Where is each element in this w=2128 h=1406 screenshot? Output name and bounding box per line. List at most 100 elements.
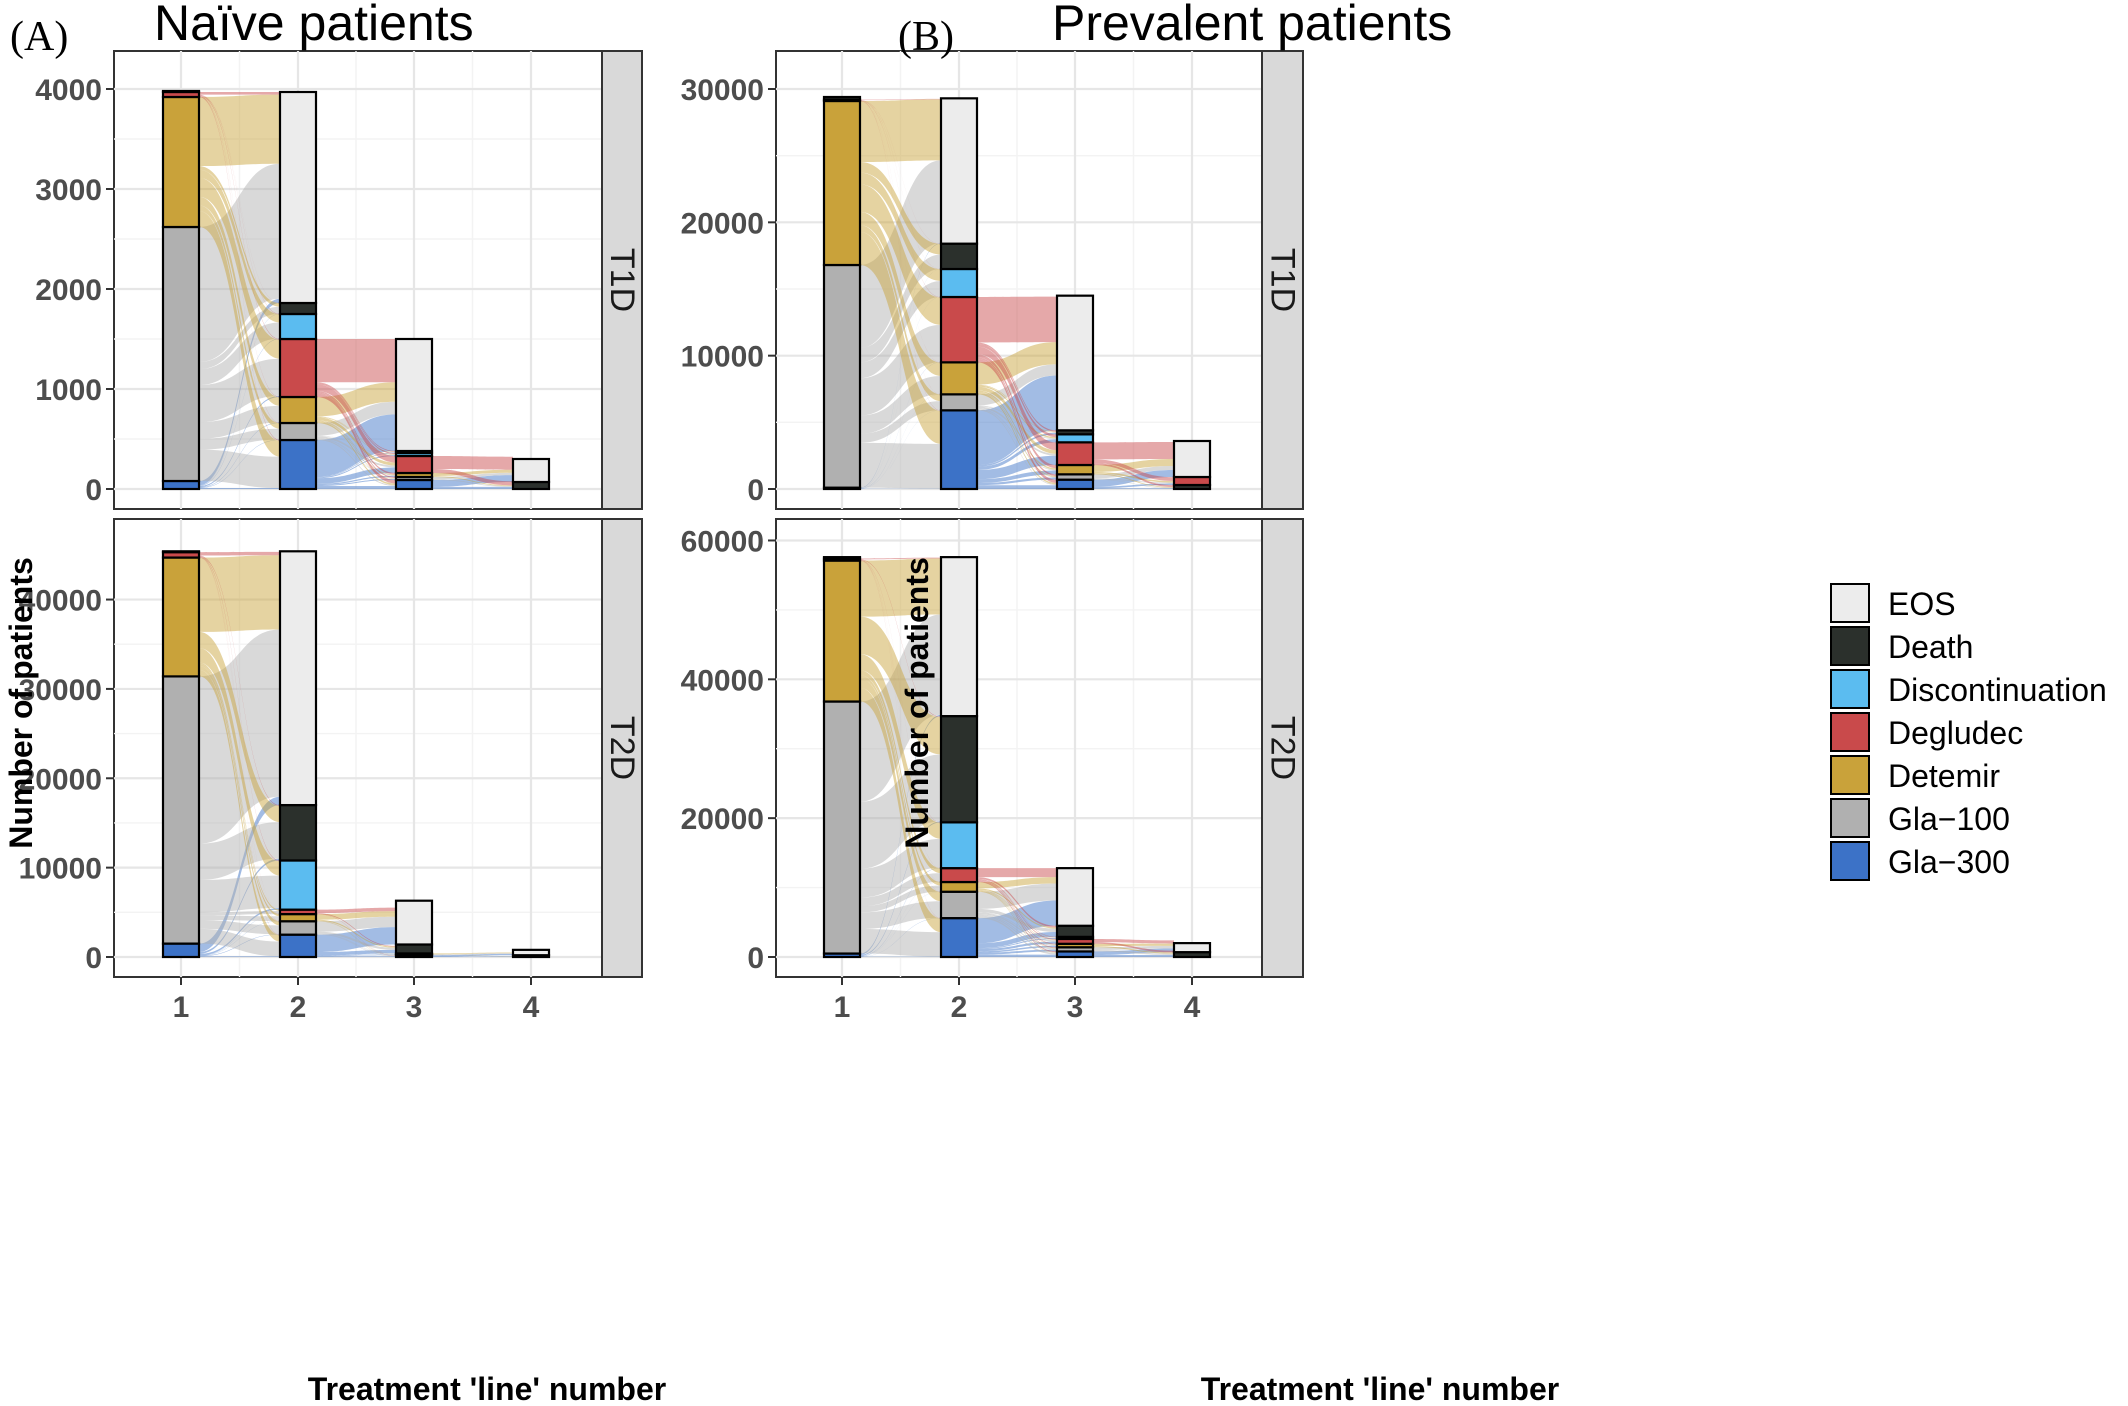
flow-degludec-to-detemir — [977, 879, 1057, 945]
flow-detemir-to-gla-100 — [316, 920, 396, 955]
flow-gla-300-to-discontinuation — [199, 338, 280, 486]
flow-detemir-to-eos — [316, 382, 396, 417]
flow-degludec-to-gla-100 — [977, 880, 1057, 948]
flow-detemir-to-detemir — [977, 890, 1057, 945]
legend-swatch — [1830, 669, 1870, 709]
flow-detemir-to-degludec — [199, 177, 280, 359]
flow-gla-300-to-discontinuation — [860, 296, 941, 489]
flow-degludec-to-death — [316, 913, 396, 947]
flow-degludec-to-gla-300 — [199, 96, 280, 441]
flow-detemir-to-gla-300 — [860, 231, 941, 444]
flow-detemir-to-discontinuation — [977, 385, 1057, 439]
legend-item-gla-100: Gla−100 — [1830, 798, 2010, 838]
flow-gla-300-to-gla-100 — [977, 949, 1057, 955]
flow-degludec-to-gla-300 — [316, 913, 396, 956]
flow-gla-100-to-gla-100 — [977, 915, 1057, 950]
legend-swatch — [1830, 755, 1870, 795]
flow-degludec-to-discontinuation — [977, 343, 1057, 438]
stratum-degludec-line-3 — [394, 454, 434, 475]
stratum-eos-line-2 — [278, 550, 318, 807]
flow-gla-300-to-degludec — [199, 395, 280, 488]
flow-detemir-to-gla-300 — [316, 421, 396, 486]
stratum-detemir-line-1 — [822, 559, 862, 703]
flow-gla-100-to-death — [860, 254, 941, 363]
flow-gla-300-to-eos — [1093, 948, 1174, 956]
legend-swatch — [1830, 583, 1870, 623]
panel-prevalent-patients-t2d: 0 20000 40000 60000 1 2 3 4 T2D — [681, 518, 1304, 1024]
flow-gla-100-to-eos — [199, 629, 280, 844]
flow-degludec-to-detemir — [199, 95, 280, 398]
flow-degludec-to-eos — [860, 557, 941, 560]
flow-gla-300-to-eos — [199, 796, 280, 952]
stratum-gla-100-line-2 — [278, 920, 318, 936]
flow-degludec-to-death — [432, 469, 513, 486]
flow-gla-100-to-discontinuation — [977, 912, 1057, 939]
legend-item-eos: EOS — [1830, 583, 1956, 623]
stratum-gla-100-line-2 — [278, 421, 318, 442]
stratum-death-line-1 — [161, 89, 201, 94]
flow-gla-100-to-gla-100 — [199, 428, 280, 450]
flow-detemir-to-degludec — [977, 386, 1057, 454]
facet-label-t1d: T1D — [603, 248, 641, 312]
flow-gla-100-to-death — [432, 479, 513, 487]
flow-degludec-to-eos — [1093, 938, 1174, 944]
stratum-death-line-2 — [939, 715, 979, 824]
flow-gla-100-to-eos — [432, 953, 513, 955]
flow-gla-100-to-gla-100 — [860, 401, 941, 443]
flow-gla-300-to-degludec — [860, 362, 941, 489]
stratum-gla-300-line-1 — [161, 942, 201, 959]
flow-detemir-to-eos — [977, 342, 1057, 385]
flow-detemir-to-eos — [1093, 459, 1174, 472]
flow-gla-300-to-death — [860, 268, 941, 489]
flow-gla-300-to-gla-100 — [316, 954, 396, 957]
flow-degludec-to-degludec — [199, 95, 280, 340]
flow-detemir-to-detemir — [977, 390, 1057, 470]
y-tick-label: 30000 — [19, 674, 102, 707]
x-tick-label: 1 — [834, 991, 851, 1024]
flow-gla-300-to-eos — [860, 714, 941, 955]
flow-gla-100-to-gla-300 — [316, 438, 396, 487]
x-tick-label: 3 — [406, 991, 423, 1024]
stratum-discontinuation-line-3 — [1055, 433, 1095, 444]
flow-gla-300-to-eos — [432, 953, 513, 957]
legend-item-degludec: Degludec — [1830, 712, 2023, 752]
stratum-eos-line-3 — [394, 899, 434, 946]
flow-gla-300-to-eos — [860, 243, 941, 489]
flow-detemir-to-gla-300 — [316, 921, 396, 956]
flow-gla-100-to-gla-100 — [860, 901, 941, 930]
stratum-gla-300-line-2 — [939, 409, 979, 491]
flow-detemir-to-eos — [432, 952, 513, 955]
flow-gla-300-to-eos — [977, 375, 1057, 466]
stratum-eos-line-3 — [1055, 294, 1095, 432]
stratum-degludec-line-2 — [939, 867, 979, 884]
flow-gla-300-to-eos — [199, 298, 280, 486]
flow-degludec-to-death — [977, 342, 1057, 432]
flow-detemir-to-gla-300 — [977, 891, 1057, 953]
flow-gla-300-to-death — [316, 452, 396, 478]
flow-degludec-to-degludec — [860, 560, 941, 869]
stratum-eos-line-4 — [1172, 942, 1212, 954]
left-x-axis-title: Treatment 'line' number — [308, 1371, 666, 1406]
y-tick-label: 2000 — [35, 274, 102, 307]
stratum-detemir-line-1 — [161, 556, 201, 678]
panels-layer: 01000200030004000T1D01000020000300004000… — [19, 50, 1304, 1024]
flow-gla-300-to-gla-100 — [977, 477, 1057, 486]
flow-gla-300-to-gla-100 — [316, 479, 396, 487]
stratum-gla-100-line-1 — [161, 225, 201, 483]
flow-degludec-to-degludec — [860, 100, 941, 298]
flow-degludec-to-detemir — [316, 913, 396, 954]
flow-detemir-to-detemir — [860, 675, 941, 886]
flow-gla-100-to-detemir — [316, 933, 396, 954]
stratum-detemir-line-2 — [939, 880, 979, 893]
flow-degludec-to-detemir — [199, 556, 280, 915]
flow-gla-300-to-degludec — [977, 455, 1057, 480]
flow-gla-300-to-death — [316, 949, 396, 956]
stratum-detemir-line-2 — [278, 395, 318, 425]
x-tick-label: 4 — [1184, 991, 1201, 1024]
flow-detemir-to-death — [316, 919, 396, 948]
flow-degludec-to-eos — [977, 296, 1057, 343]
left-y-axis-title: Number of patients — [3, 557, 39, 849]
legend-swatch — [1830, 626, 1870, 666]
flow-gla-100-to-death — [977, 908, 1057, 933]
